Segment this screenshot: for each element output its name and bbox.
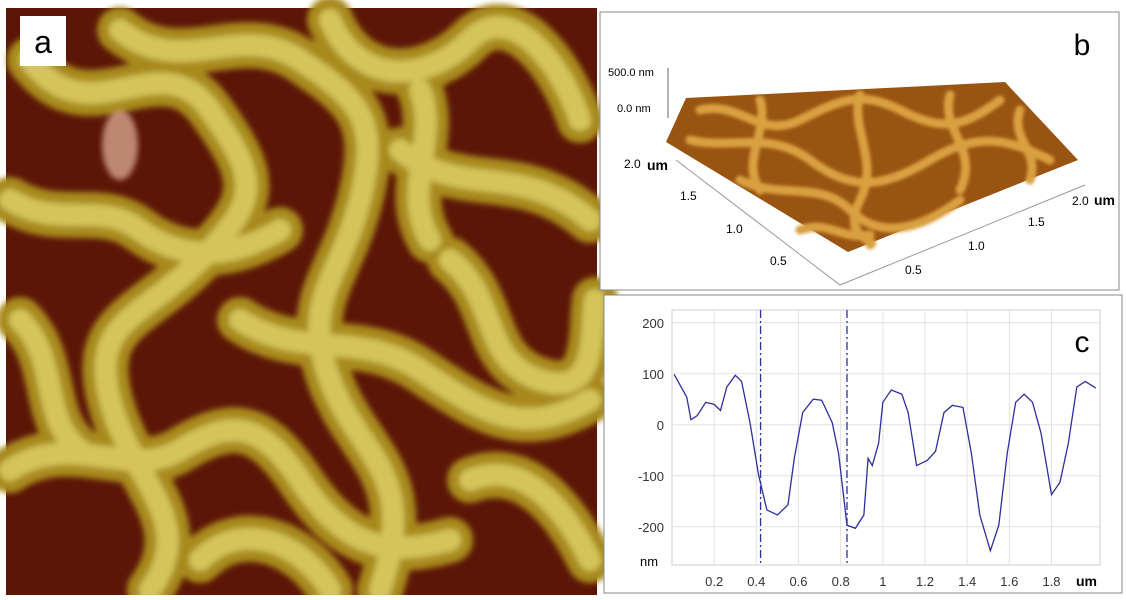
x-tick-label: 1.2 <box>916 574 934 589</box>
y-tick-label: 0 <box>657 418 664 433</box>
axis-tick-label: 1.5 <box>680 189 697 203</box>
y-tick-label: -200 <box>638 520 664 535</box>
panel-label: b <box>1074 29 1091 62</box>
y-axis-label: nm <box>640 554 658 569</box>
panel-b: b 500.0 nm 0.0 nm 2.0 um 1.5 1.0 0.5 0.5… <box>600 12 1119 290</box>
axis-tick-label: 0.5 <box>905 263 922 277</box>
x-tick-label: 0.8 <box>832 574 850 589</box>
figure: a b 500.0 nm 0.0 nm 2.0 um 1.5 1.0 0.5 0… <box>0 0 1126 595</box>
axis-tick-label: 2.0 <box>1072 194 1089 208</box>
z-tick-label: 0.0 nm <box>617 103 651 115</box>
y-tick-label: -100 <box>638 469 664 484</box>
axis-unit: um <box>647 157 668 173</box>
x-tick-label: 1 <box>879 574 886 589</box>
panel-c: c nm um -200 -100 0 100 200 0.2 0.4 0.6 0.8 1 1.2 1… <box>604 295 1122 593</box>
y-tick-label: 100 <box>642 367 664 382</box>
panel-label: a <box>34 24 52 60</box>
panel-label: c <box>1075 326 1090 359</box>
x-tick-label: 0.4 <box>747 574 765 589</box>
axis-tick-label: 0.5 <box>770 254 787 268</box>
axis-unit: um <box>1094 192 1115 208</box>
x-tick-label: 1.6 <box>1000 574 1018 589</box>
x-tick-label: 0.2 <box>705 574 723 589</box>
axis-tick-label: 2.0 <box>624 157 641 171</box>
x-axis-label: um <box>1076 573 1097 589</box>
z-tick-label: 500.0 nm <box>608 67 654 79</box>
x-tick-label: 1.4 <box>958 574 976 589</box>
x-tick-label: 1.8 <box>1042 574 1060 589</box>
axis-tick-label: 1.0 <box>968 239 985 253</box>
x-tick-label: 0.6 <box>789 574 807 589</box>
panel-a: a <box>6 8 597 595</box>
y-tick-label: 200 <box>642 316 664 331</box>
axis-tick-label: 1.0 <box>726 222 743 236</box>
axis-tick-label: 1.5 <box>1028 215 1045 229</box>
